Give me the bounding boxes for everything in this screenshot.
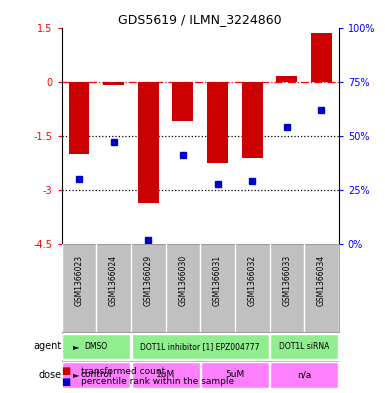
Text: dose: dose — [38, 370, 62, 380]
Text: ■: ■ — [62, 377, 71, 387]
Text: GSM1366023: GSM1366023 — [74, 255, 84, 306]
Text: control: control — [80, 370, 112, 379]
Text: transformed count: transformed count — [81, 367, 165, 376]
Text: percentile rank within the sample: percentile rank within the sample — [81, 378, 234, 386]
Bar — [69, 82, 89, 154]
Bar — [138, 82, 159, 203]
Text: ■: ■ — [62, 366, 71, 376]
Text: ►: ► — [73, 342, 79, 351]
Bar — [311, 33, 332, 82]
Text: 5uM: 5uM — [225, 370, 244, 379]
Bar — [270, 334, 338, 359]
Text: agent: agent — [33, 342, 62, 351]
Text: DOT1L siRNA: DOT1L siRNA — [279, 342, 329, 351]
Bar — [172, 82, 193, 121]
Text: ►: ► — [73, 370, 79, 379]
Text: DOT1L inhibitor [1] EPZ004777: DOT1L inhibitor [1] EPZ004777 — [141, 342, 260, 351]
Bar — [276, 76, 297, 82]
Bar — [103, 82, 124, 85]
Text: 1uM: 1uM — [156, 370, 175, 379]
Text: GSM1366031: GSM1366031 — [213, 255, 222, 306]
Text: GSM1366033: GSM1366033 — [282, 255, 291, 306]
Text: GSM1366024: GSM1366024 — [109, 255, 118, 306]
Text: GSM1366030: GSM1366030 — [178, 255, 187, 306]
Text: GSM1366029: GSM1366029 — [144, 255, 153, 306]
Text: GSM1366032: GSM1366032 — [248, 255, 257, 306]
Bar — [207, 82, 228, 163]
Bar — [62, 362, 130, 387]
Bar — [132, 334, 269, 359]
Text: DMSO: DMSO — [85, 342, 108, 351]
Bar — [270, 362, 338, 387]
Bar — [242, 82, 263, 158]
Bar — [62, 334, 130, 359]
Text: n/a: n/a — [297, 370, 311, 379]
Bar — [132, 362, 199, 387]
Bar — [201, 362, 269, 387]
Text: GSM1366034: GSM1366034 — [317, 255, 326, 306]
Title: GDS5619 / ILMN_3224860: GDS5619 / ILMN_3224860 — [119, 13, 282, 26]
